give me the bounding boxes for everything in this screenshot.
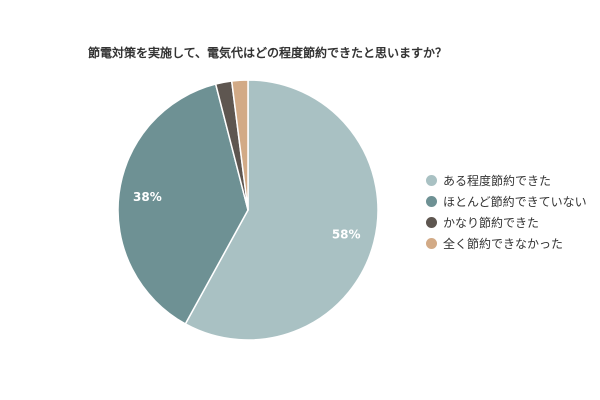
legend-item-somewhat-saved[interactable]: ある程度節約できた [426,170,587,191]
legend-swatch [426,175,437,186]
legend-item-hardly-saved[interactable]: ほとんど節約できていない [426,191,587,212]
chart-title: 節電対策を実施して、電気代はどの程度節約できたと思いますか？ [88,46,448,60]
legend-swatch [426,217,437,228]
data-label-hardly-saved: 38% [133,190,162,204]
legend-label: ほとんど節約できていない [443,195,587,209]
pie-slice-somewhat-saved[interactable] [184,79,379,341]
legend-label: ある程度節約できた [443,174,552,188]
data-label-somewhat-saved: 58% [332,228,361,242]
legend-item-greatly-saved[interactable]: かなり節約できた [426,212,587,233]
legend-item-not-saved-at-all[interactable]: 全く節約できなかった [426,233,587,254]
pie-slice-not-saved-at-all[interactable] [230,79,249,211]
legend-swatch [426,196,437,207]
legend: ある程度節約できた ほとんど節約できていない かなり節約できた 全く節約できなか… [426,170,587,254]
legend-swatch [426,238,437,249]
legend-label: かなり節約できた [443,216,540,230]
pie-slice-hardly-saved[interactable] [117,83,249,325]
legend-label: 全く節約できなかった [443,237,564,251]
